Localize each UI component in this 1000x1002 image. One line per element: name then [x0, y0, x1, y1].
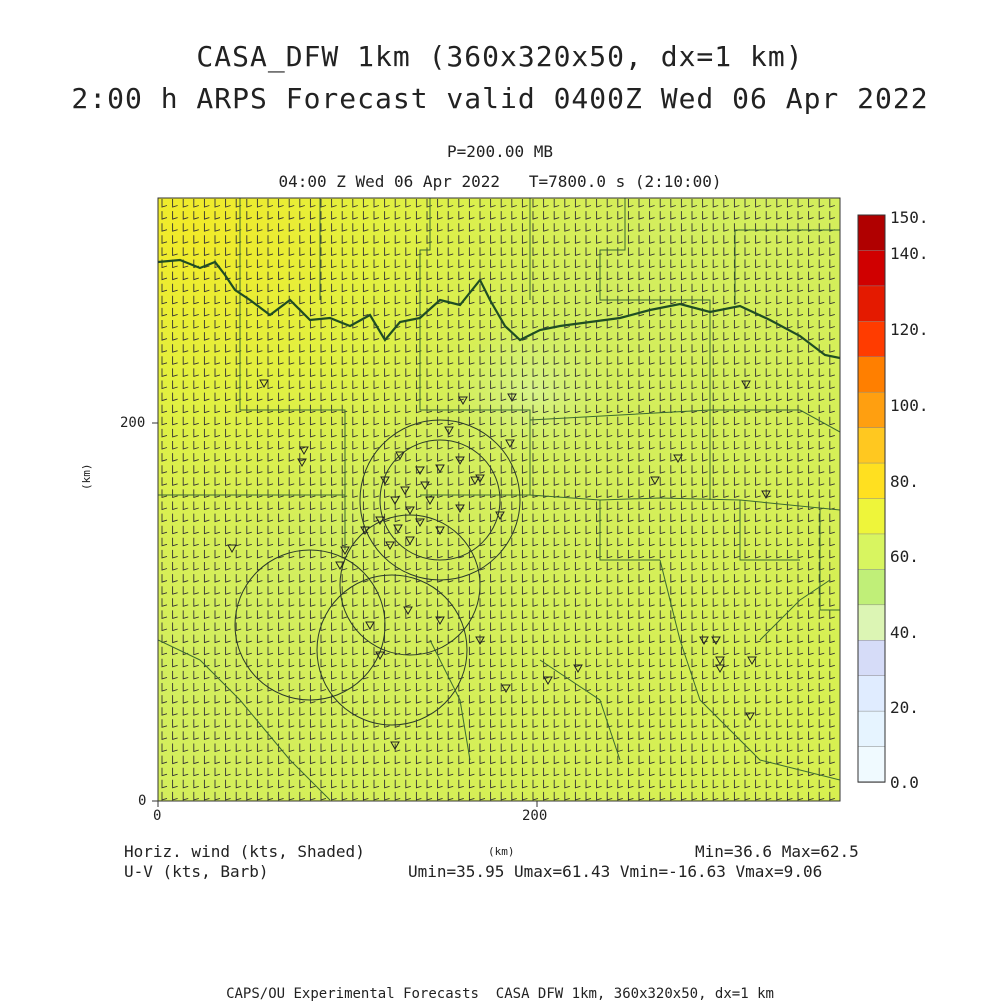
x-tick-200: 200 — [522, 808, 548, 824]
footer: CAPS/OU Experimental Forecasts CASA DFW … — [226, 986, 774, 1002]
uv-range: Umin=35.95 Umax=61.43 Vmin=-16.63 Vmax=9… — [408, 862, 823, 881]
colorbar-label: 0.0 — [890, 773, 919, 792]
x-tick-0: 0 — [153, 808, 162, 824]
title-line-1: CASA_DFW 1km (360x320x50, dx=1 km) — [196, 40, 804, 73]
colorbar-label: 80. — [890, 472, 919, 491]
colorbar-label: 20. — [890, 698, 919, 717]
colorbar-label: 60. — [890, 547, 919, 566]
station-markers — [227, 379, 771, 751]
pressure-level: P=200.00 MB — [447, 142, 553, 161]
wind-barbs — [161, 199, 835, 801]
plot-frame — [157, 197, 841, 802]
x-axis-label: (km) — [488, 845, 515, 858]
y-tick-0: 0 — [138, 793, 147, 809]
colorbar-label: 150. — [890, 208, 929, 227]
colorbar-label: 100. — [890, 396, 929, 415]
colorbar-label: 120. — [890, 320, 929, 339]
colorbar-label: 140. — [890, 244, 929, 263]
legend-barb: U-V (kts, Barb) — [124, 862, 269, 881]
y-tick-200: 200 — [120, 415, 146, 431]
wind-speed-shading — [158, 198, 840, 801]
colorbar-label: 40. — [890, 623, 919, 642]
min-max: Min=36.6 Max=62.5 — [695, 842, 859, 861]
county-borders — [158, 198, 840, 801]
y-axis-label: (km) — [80, 463, 93, 491]
valid-time: 04:00 Z Wed 06 Apr 2022 T=7800.0 s (2:10… — [278, 172, 722, 191]
legend-shaded: Horiz. wind (kts, Shaded) — [124, 842, 365, 861]
y-axis — [152, 422, 158, 802]
x-axis — [157, 801, 538, 807]
colorbar — [857, 214, 886, 783]
title-line-2: 2:00 h ARPS Forecast valid 0400Z Wed 06 … — [71, 82, 929, 115]
